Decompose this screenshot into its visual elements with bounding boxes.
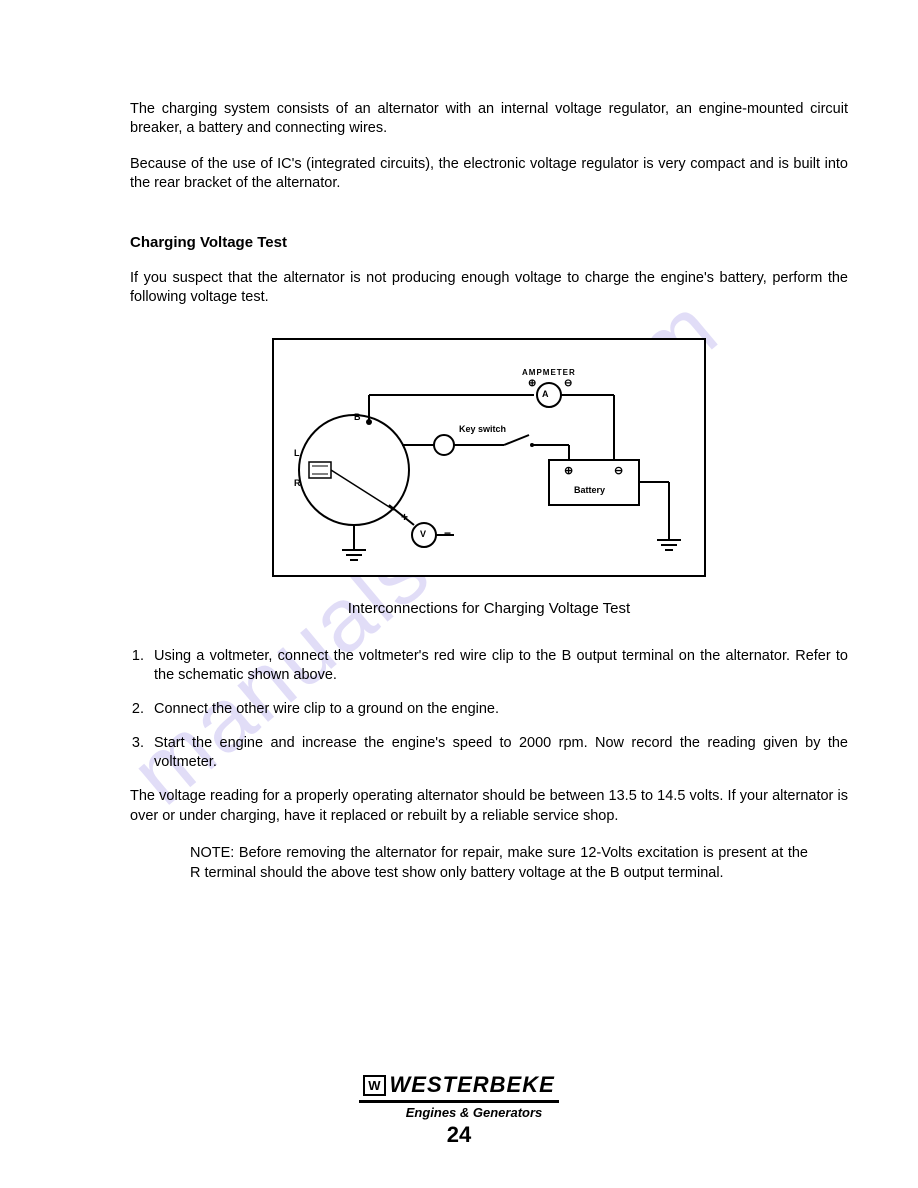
brand-logo-icon: W bbox=[363, 1075, 385, 1096]
label-amp-minus: ⊖ bbox=[564, 378, 572, 389]
diagram-svg bbox=[274, 340, 704, 575]
label-B: B bbox=[354, 412, 361, 422]
conclusion-para: The voltage reading for a properly opera… bbox=[130, 787, 848, 826]
step-3: Start the engine and increase the engine… bbox=[148, 734, 848, 773]
label-bat-plus: ⊕ bbox=[564, 464, 573, 477]
step-2: Connect the other wire clip to a ground … bbox=[148, 700, 848, 720]
label-A: A bbox=[542, 389, 549, 399]
label-R: R bbox=[294, 478, 301, 488]
intro-para-1: The charging system consists of an alter… bbox=[130, 100, 848, 139]
page-number: 24 bbox=[359, 1122, 559, 1148]
step-1: Using a voltmeter, connect the voltmeter… bbox=[148, 647, 848, 686]
label-bat-minus: ⊖ bbox=[614, 464, 623, 477]
brand-block: W WESTERBEKE Engines & Generators 24 bbox=[359, 1072, 559, 1148]
label-amp-plus: ⊕ bbox=[528, 378, 536, 389]
label-minus: − bbox=[444, 526, 451, 540]
label-ampmeter: AMPMETER bbox=[522, 368, 576, 377]
brand-name: WESTERBEKE bbox=[390, 1072, 555, 1098]
label-battery: Battery bbox=[574, 485, 605, 495]
section-heading: Charging Voltage Test bbox=[130, 234, 848, 251]
label-L: L bbox=[294, 448, 300, 458]
brand-tagline: Engines & Generators bbox=[359, 1105, 559, 1120]
section-intro: If you suspect that the alternator is no… bbox=[130, 269, 848, 308]
label-plus: + bbox=[401, 510, 408, 524]
diagram-container: AMPMETER A ⊕ ⊖ Key switch B L R Battery … bbox=[130, 338, 848, 617]
intro-para-2: Because of the use of IC's (integrated c… bbox=[130, 155, 848, 194]
note-para: NOTE: Before removing the alternator for… bbox=[190, 844, 848, 883]
brand-top-row: W WESTERBEKE bbox=[359, 1072, 559, 1103]
diagram-caption: Interconnections for Charging Voltage Te… bbox=[130, 600, 848, 617]
steps-list: Using a voltmeter, connect the voltmeter… bbox=[130, 647, 848, 773]
wiring-diagram: AMPMETER A ⊕ ⊖ Key switch B L R Battery … bbox=[272, 338, 706, 577]
page-footer: W WESTERBEKE Engines & Generators 24 bbox=[0, 1072, 918, 1148]
label-V: V bbox=[420, 529, 426, 539]
label-keyswitch: Key switch bbox=[459, 424, 506, 434]
page-content: The charging system consists of an alter… bbox=[0, 0, 918, 923]
